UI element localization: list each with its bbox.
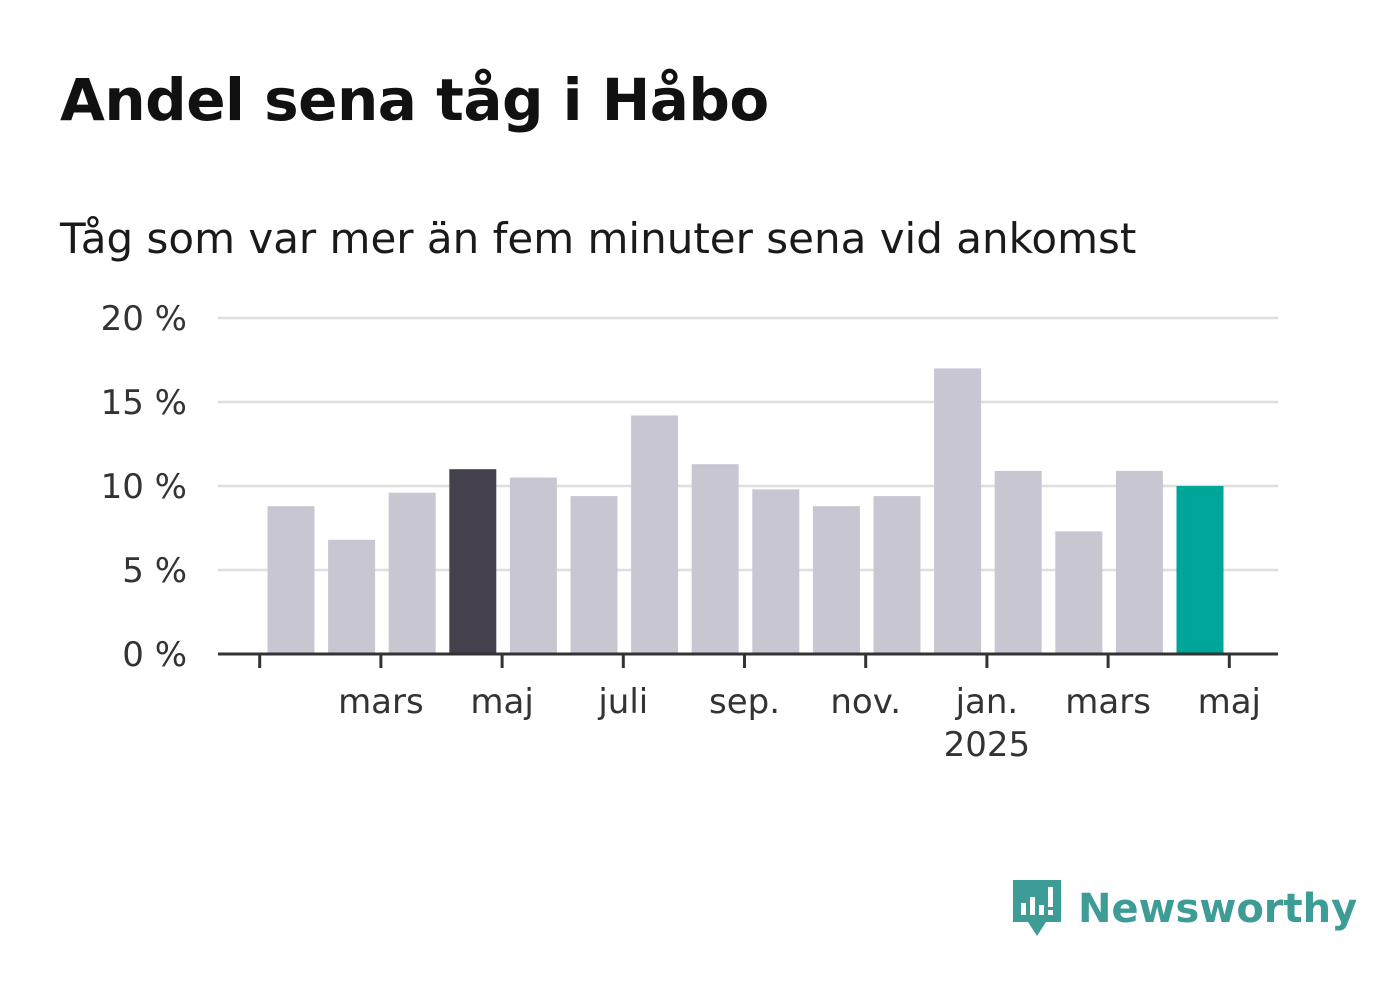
bar [934, 368, 982, 654]
bar [570, 496, 618, 654]
x-axis [218, 652, 1278, 668]
chart-subtitle: Tåg som var mer än fem minuter sena vid … [60, 214, 1137, 263]
bar [631, 415, 679, 654]
y-axis-labels: 0 % 5 % 10 % 15 % 20 % [101, 299, 187, 675]
bar [509, 477, 557, 654]
brand-name: Newsworthy [1078, 886, 1358, 932]
x-tick-label: jan. [955, 682, 1019, 722]
y-tick-label: 20 % [101, 299, 187, 339]
bar [328, 539, 376, 654]
bar [994, 470, 1042, 654]
bar [1176, 486, 1224, 654]
x-axis-labels: mars maj juli sep. nov. jan.2025 mars maj [338, 682, 1261, 765]
x-tick-label: nov. [830, 682, 901, 722]
x-tick-label: mars [1065, 682, 1151, 722]
bars [267, 368, 1224, 654]
x-tick-label: mars [338, 682, 424, 722]
x-tick-label: maj [1198, 682, 1261, 722]
bar [752, 489, 800, 654]
bar [873, 496, 921, 654]
y-tick-label: 10 % [101, 467, 187, 507]
newsworthy-brand: Newsworthy [1010, 878, 1357, 940]
bar [812, 506, 860, 654]
x-tick-label: sep. [709, 682, 780, 722]
bar [1115, 470, 1163, 654]
bar [267, 506, 315, 654]
x-tick-label: juli [597, 682, 648, 722]
newsworthy-logo-icon [1013, 880, 1061, 936]
x-tick-label: maj [470, 682, 533, 722]
x-tick-sublabel: 2025 [944, 725, 1031, 765]
bar [449, 469, 497, 654]
bar [388, 492, 436, 654]
y-tick-label: 15 % [101, 383, 187, 423]
bar [691, 464, 739, 654]
y-tick-label: 0 % [122, 635, 187, 675]
bar [1055, 531, 1103, 654]
chart-title: Andel sena tåg i Håbo [60, 66, 769, 134]
y-tick-label: 5 % [122, 551, 187, 591]
